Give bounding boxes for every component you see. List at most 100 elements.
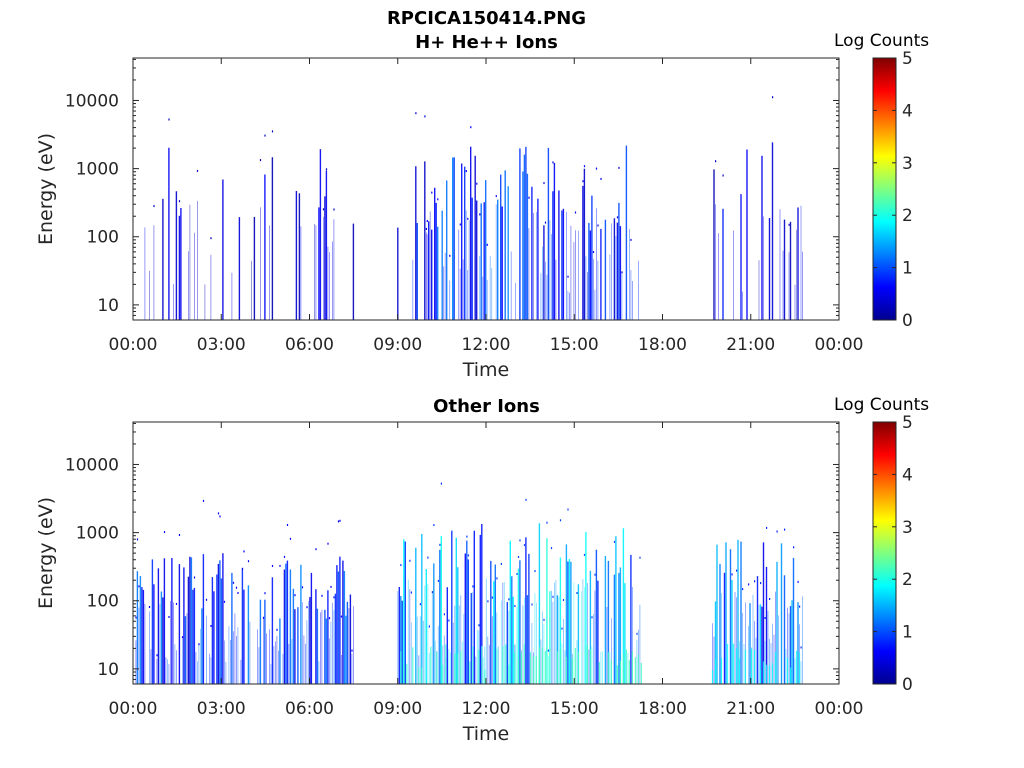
spectrogram-dot: [196, 169, 199, 172]
spectrogram-dot: [440, 482, 442, 485]
y-tick-label: 1000: [76, 524, 119, 544]
spectrogram-dot: [437, 579, 439, 582]
spectrogram-dot: [168, 616, 170, 618]
spectrogram-dot: [517, 556, 520, 558]
spectrogram-dot: [219, 515, 221, 518]
x-tick-label: 15:00: [550, 699, 599, 719]
spectrogram-dot: [193, 576, 196, 579]
x-tick-label: 00:00: [109, 335, 158, 355]
x-tick-label: 06:00: [285, 699, 334, 719]
spectrogram-dot: [496, 577, 498, 580]
spectrogram-dot: [294, 594, 296, 597]
spectrogram-dot: [175, 602, 178, 605]
spectrogram-dot: [321, 594, 323, 597]
spectrogram-dot: [793, 546, 795, 549]
spectrogram-dot: [618, 166, 620, 169]
spectrogram-dot: [437, 198, 439, 201]
x-tick-label: 09:00: [373, 699, 422, 719]
y-tick-label: 100: [87, 592, 119, 612]
spectrogram-dot: [583, 553, 586, 556]
spectrogram-dot: [330, 585, 332, 588]
x-tick-label: 21:00: [726, 335, 775, 355]
spectrogram-dot: [138, 585, 140, 588]
spectrogram-dot: [467, 217, 469, 220]
spectrogram-dot: [271, 130, 274, 133]
spectrogram-dot: [156, 654, 158, 657]
spectrogram-dot: [163, 531, 166, 534]
spectrogram-dot: [283, 555, 286, 558]
spectrogram-dot: [286, 524, 289, 526]
spectrogram-dot: [597, 224, 599, 227]
colorbar-tick-label: 2: [902, 570, 913, 590]
spectrogram-dot: [198, 643, 200, 646]
spectrogram-dot: [630, 238, 632, 241]
spectrogram-dot: [788, 223, 790, 226]
spectrogram-dot: [467, 554, 469, 557]
spectrogram-dot: [766, 526, 768, 529]
colorbar-tick-label: 0: [902, 311, 913, 331]
spectrogram-dot: [543, 182, 545, 185]
colorbar: [872, 57, 897, 321]
spectrogram-dot: [736, 569, 738, 572]
spectrogram-dot: [425, 227, 427, 230]
spectrogram-dot: [410, 591, 412, 594]
spectrogram-dot: [769, 598, 771, 600]
colorbar: [872, 421, 897, 685]
y-tick-label: 1000: [76, 160, 119, 180]
spectrogram-dot: [415, 112, 417, 115]
spectrogram-dot: [764, 617, 766, 619]
spectrogram-dot: [561, 627, 563, 630]
spectrogram-dot: [544, 221, 547, 224]
spectrogram-dot: [552, 161, 554, 164]
x-tick-label: 18:00: [638, 699, 687, 719]
spectrogram-dot: [495, 195, 497, 198]
spectrogram-dot: [431, 191, 433, 194]
x-tick-label: 00:00: [815, 335, 864, 355]
spectrogram-dot: [478, 624, 480, 627]
colorbar-1-label: Log Counts: [834, 31, 930, 51]
spectrogram-dot: [168, 118, 170, 121]
colorbar-tick-label: 4: [902, 101, 913, 121]
spectrogram-dot: [340, 615, 343, 618]
spectrogram-dot: [567, 508, 569, 511]
spectrogram-dot: [237, 592, 239, 594]
y-axis-label: Energy (eV): [35, 133, 57, 245]
spectrogram-dot: [491, 596, 493, 599]
spectrogram-dot: [210, 625, 212, 627]
x-axis-label: Time: [462, 723, 510, 745]
spectrogram-dot: [223, 600, 226, 603]
y-tick-label: 10000: [65, 455, 119, 475]
spectrogram-dot: [465, 170, 467, 173]
spectrogram-dot: [487, 600, 489, 603]
spectrogram-dot: [400, 564, 402, 567]
colorbar-tick-label: 1: [902, 623, 913, 643]
spectrogram-dot: [205, 598, 208, 601]
spectrogram-dot: [247, 560, 250, 563]
spectrogram-dot: [760, 582, 762, 585]
colorbar-tick-label: 1: [902, 259, 913, 279]
spectrogram-dot: [333, 596, 335, 599]
spectrogram-dot: [433, 524, 435, 527]
spectrogram-dot: [748, 583, 750, 586]
figure-title: RPCICA150414.PNG: [386, 8, 587, 29]
spectrogram-dot: [271, 565, 274, 567]
spectrogram-dot: [591, 616, 593, 619]
x-axis-label: Time: [462, 359, 510, 381]
spectrogram-dot: [262, 616, 265, 619]
spectrogram-dot: [243, 550, 245, 553]
colorbar-2-label: Log Counts: [834, 395, 930, 415]
spectrogram-dot: [327, 542, 329, 545]
colorbar-tick-label: 5: [902, 49, 913, 69]
spectrogram-dot: [259, 159, 262, 162]
spectrogram-dot: [333, 208, 335, 211]
panel-2-title: Other Ions: [433, 396, 540, 417]
spectrogram-dot: [528, 196, 530, 199]
spectrogram-dot: [470, 126, 472, 129]
x-tick-label: 03:00: [197, 335, 246, 355]
spectrogram-dot: [613, 540, 616, 543]
x-tick-label: 18:00: [638, 335, 687, 355]
colorbar-tick-label: 0: [902, 675, 913, 695]
spectrogram-dot: [543, 618, 545, 621]
x-tick-label: 09:00: [373, 335, 422, 355]
spectrogram-dot: [135, 616, 137, 619]
